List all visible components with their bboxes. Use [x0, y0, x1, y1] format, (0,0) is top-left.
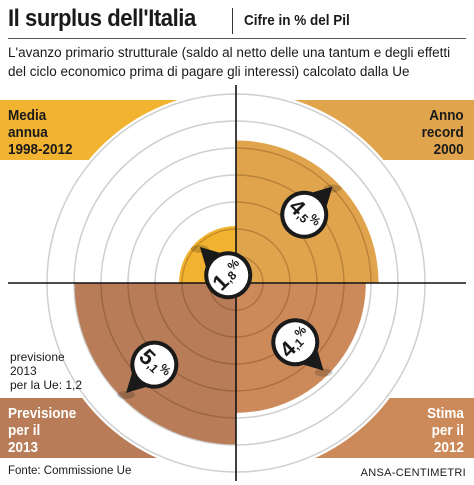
value-bubbles: 1,8% 4,5% 4,1% 5,1%	[117, 184, 342, 399]
label-line: 1998-2012	[8, 141, 73, 158]
note-line: 2013	[10, 364, 37, 378]
bubble-inner	[275, 322, 316, 363]
bubble-inner	[134, 344, 175, 385]
bubble-anno-record: 4,5%	[280, 184, 342, 239]
bubble-inner	[284, 194, 325, 235]
label-line: per il	[431, 422, 464, 439]
bubble-tail	[312, 186, 333, 207]
title-rule	[8, 38, 466, 39]
label-line: Previsione	[8, 405, 77, 422]
bubble-stima-2012: 4,1%	[271, 318, 333, 377]
label-line: 2012	[433, 439, 464, 456]
label-line: 2000	[433, 141, 464, 158]
label-line: Anno	[429, 107, 464, 124]
sector-ring	[235, 228, 291, 284]
bubble-value: 5,1%	[134, 344, 175, 385]
forecast-note: previsione 2013 per la Ue: 1,2	[10, 350, 82, 392]
bubble-media-annua: 1,8%	[190, 244, 253, 300]
label-anno-record: Anno record 2000	[422, 107, 464, 158]
bubble-shadow	[314, 368, 333, 377]
bubble-tail	[303, 350, 324, 371]
label-line: Media	[8, 107, 47, 124]
label-line: Stima	[427, 405, 464, 422]
sector-ring	[235, 282, 264, 311]
label-line: record	[421, 124, 464, 141]
note-line: previsione	[10, 350, 65, 364]
label-stima-2012: Stima per il 2012	[427, 405, 464, 456]
label-line: annua	[8, 124, 48, 141]
sector-ring	[235, 282, 291, 338]
bubble-inner	[208, 255, 249, 296]
credit-label: ANSA-CENTIMETRI	[360, 467, 466, 479]
title-separator	[232, 8, 233, 34]
page-title: Il surplus dell'Italia	[8, 5, 196, 32]
label-previsione-2013: Previsione per il 2013	[8, 405, 76, 456]
header: Il surplus dell'Italia Cifre in % del Pi…	[0, 0, 474, 40]
bubble-tail	[199, 246, 220, 267]
sector-ring	[181, 282, 237, 338]
bubble-previsione-2013: 5,1%	[117, 340, 179, 399]
sector-ring	[154, 282, 237, 365]
sector-ring	[181, 228, 237, 284]
label-media-annua: Media annua 1998-2012	[8, 107, 73, 158]
bubble-tail	[126, 373, 146, 393]
unit-subtitle: Cifre in % del Pil	[244, 12, 350, 29]
source-note: Fonte: Commissione Ue	[8, 465, 132, 477]
bubble-shadow	[117, 390, 136, 399]
label-line: 2013	[8, 439, 39, 456]
note-line: per la Ue: 1,2	[10, 378, 83, 392]
chart-description: L'avanzo primario strutturale (saldo al …	[8, 45, 451, 79]
label-line: per il	[8, 422, 41, 439]
